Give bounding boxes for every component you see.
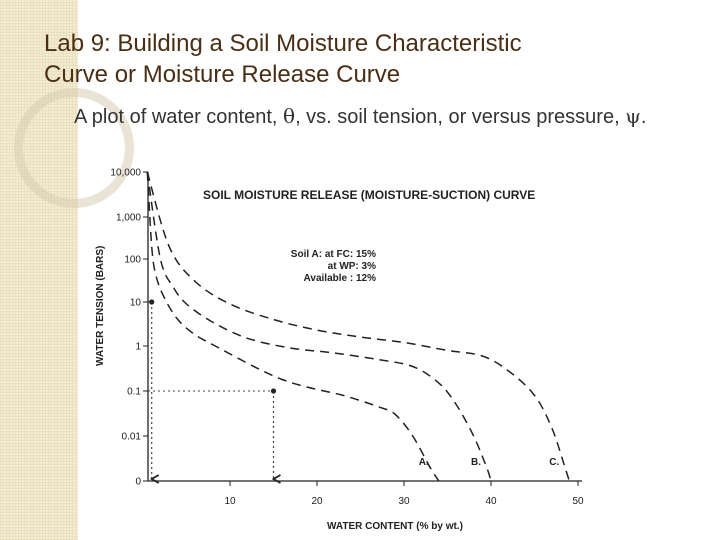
y-tick-label: 1 [135,342,141,353]
y-axis-label: WATER TENSION (BARS) [95,246,106,366]
slide-title-line-2: Curve or Moisture Release Curve [44,61,401,88]
series-label-2: B. [471,457,481,468]
chart-title: SOIL MOISTURE RELEASE (MOISTURE-SUCTION)… [203,188,535,202]
slide-title-line-1: Lab 9: Building a Soil Moisture Characte… [44,30,522,57]
x-tick-label: 10 [224,496,236,507]
annotation-line-1: Soil A: at FC: 15% [291,249,376,260]
bullet-text: A plot of water content, [74,106,284,128]
annotation-line-3: Available : 12% [304,273,377,284]
psi-symbol: ψ [625,104,641,128]
y-tick-label: 10,000 [110,168,141,179]
slide-bullet: A plot of water content, θ, vs. soil ten… [74,103,694,130]
axes: 0 0.01 0.1 1 10 100 1,000 10,000 10 20 30 40 50 [110,168,584,508]
series-line-3 [146,171,571,482]
bullet-mid-text: , vs. soil tension, or versus pressure, [295,106,626,128]
y-tick-label: 0.1 [127,387,141,398]
decorative-ring [14,88,134,208]
x-tick-label: 30 [398,496,410,507]
series-label-3: C. [549,457,559,468]
x-tick-label: 40 [485,496,497,507]
annotation-line-2: at WP: 3% [328,261,376,272]
marker-point-wp [270,388,277,394]
slide-title: Lab 9: Building a Soil Moisture Characte… [44,28,704,90]
series-label-1: A. [419,457,429,468]
y-tick-label: 0 [135,477,141,488]
y-tick-label: 100 [124,255,141,266]
series-line-2 [146,171,492,482]
x-tick-label: 20 [311,496,323,507]
marker-point-fc [149,299,155,305]
theta-symbol: θ [283,104,296,128]
x-axis-label: WATER CONTENT (% by wt.) [327,521,463,532]
y-tick-label: 0.01 [122,432,142,443]
y-tick-label: 1,000 [116,213,141,224]
x-tick-label: 50 [572,496,584,507]
series-group: A. B. C. [146,171,571,482]
series-line-1 [146,171,440,482]
markers-group [148,299,281,484]
bullet-end-text: . [640,106,647,128]
y-tick-label: 10 [130,298,142,309]
